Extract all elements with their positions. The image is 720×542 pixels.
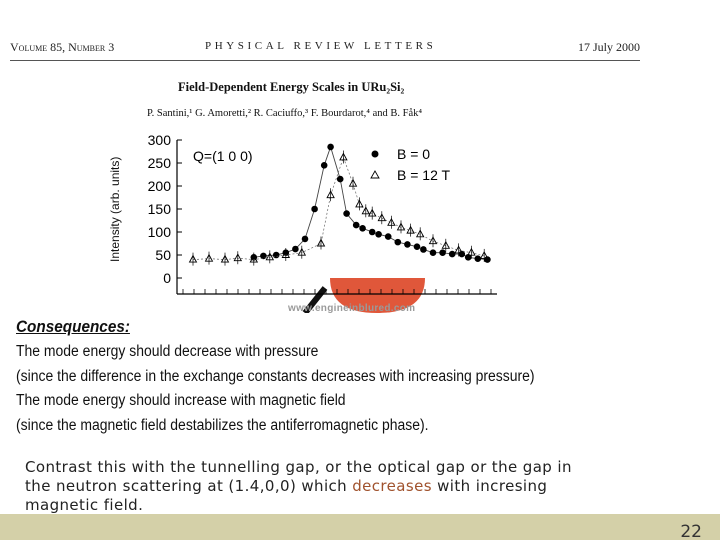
consequence-line: (since the magnetic field destabilizes t… — [16, 416, 429, 434]
legend-marker-b12 — [370, 170, 380, 179]
data-point-b0 — [260, 252, 267, 260]
data-point-b0 — [311, 205, 318, 213]
data-point-b0 — [301, 235, 309, 243]
slide-number: 22 — [680, 522, 702, 542]
y-tick-label: 50 — [155, 247, 171, 263]
journal-date: 17 July 2000 — [577, 40, 640, 54]
paper-title: Field-Dependent Energy Scales in URu₂Si₂ — [178, 80, 405, 94]
data-point-b0 — [458, 250, 466, 258]
data-point-b0 — [464, 254, 472, 261]
data-point-b0 — [327, 143, 334, 151]
data-point-b0 — [429, 249, 437, 256]
black-bar-decoration — [302, 286, 328, 313]
paper-authors: P. Santini,¹ G. Amoretti,² R. Caciuffo,³… — [147, 108, 423, 119]
intensity-chart: 0 50 100 150 200 250 300 B = 0 B = 12 T Q=(1 0 … — [148, 132, 497, 313]
chart-series — [188, 143, 491, 266]
legend-marker-b0 — [371, 150, 379, 158]
data-point-b0 — [359, 225, 366, 232]
chart-annotation: Q=(1 0 0) — [193, 148, 253, 164]
data-point-b0 — [448, 250, 456, 258]
journal-header: Volume 85, Number 3 PHYSICAL REVIEW LETT… — [10, 40, 640, 56]
data-point-b0 — [352, 221, 360, 229]
chart-legend: B = 0 B = 12 T — [370, 146, 451, 183]
y-tick-label: 150 — [148, 201, 172, 217]
data-point-b0 — [272, 251, 280, 259]
consequence-line: (since the difference in the exchange co… — [16, 367, 535, 385]
contrast-text-start: Contrast this with the tunnelling gap, o… — [25, 458, 572, 495]
data-point-b0 — [404, 241, 411, 248]
y-tick-label: 0 — [163, 270, 171, 286]
legend-label: B = 12 T — [397, 167, 451, 183]
data-point-b0 — [375, 231, 382, 238]
watermark: www.engineinblured.com — [288, 303, 416, 314]
data-point-b0 — [336, 175, 344, 183]
journal-volume: Volume 85, Number 3 — [10, 40, 115, 54]
y-tick-label: 100 — [148, 224, 172, 240]
data-point-b0 — [439, 249, 446, 256]
consequence-line: The mode energy should decrease with pre… — [16, 343, 319, 360]
consequences-heading: Consequences: — [16, 317, 130, 336]
y-tick-label: 250 — [148, 155, 172, 171]
legend-label: B = 0 — [397, 146, 430, 162]
y-tick-label: 200 — [148, 178, 172, 194]
data-point-b0 — [292, 245, 299, 253]
data-point-b0 — [384, 233, 392, 240]
chart-axes: 0 50 100 150 200 250 300 — [148, 132, 497, 295]
red-blob-decoration — [330, 278, 425, 313]
y-tick-label: 300 — [148, 132, 172, 148]
data-point-b0 — [320, 162, 328, 169]
series-line-b0 — [253, 145, 488, 261]
data-point-b0 — [484, 256, 491, 263]
data-point-b0 — [394, 238, 402, 246]
consequence-line: The mode energy should increase with mag… — [16, 392, 346, 409]
contrast-text-end: with incresing magnetic field. — [25, 477, 548, 514]
footer-bar — [0, 514, 720, 540]
journal-name: PHYSICAL REVIEW LETTERS — [205, 40, 437, 52]
consequences-block: Consequences: The mode energy should dec… — [16, 317, 535, 438]
data-point-b0 — [474, 255, 482, 262]
header-rule — [10, 60, 640, 61]
contrast-highlight: decreases — [352, 477, 432, 495]
contrast-text: Contrast this with the tunnelling gap, o… — [25, 458, 585, 515]
chart-y-axis-label: Intensity (arb. units) — [108, 156, 122, 262]
data-point-b0 — [413, 243, 421, 251]
data-point-b0 — [343, 210, 350, 217]
chart-decoration — [302, 278, 425, 313]
data-point-b0 — [420, 246, 427, 253]
data-point-b0 — [368, 228, 376, 236]
